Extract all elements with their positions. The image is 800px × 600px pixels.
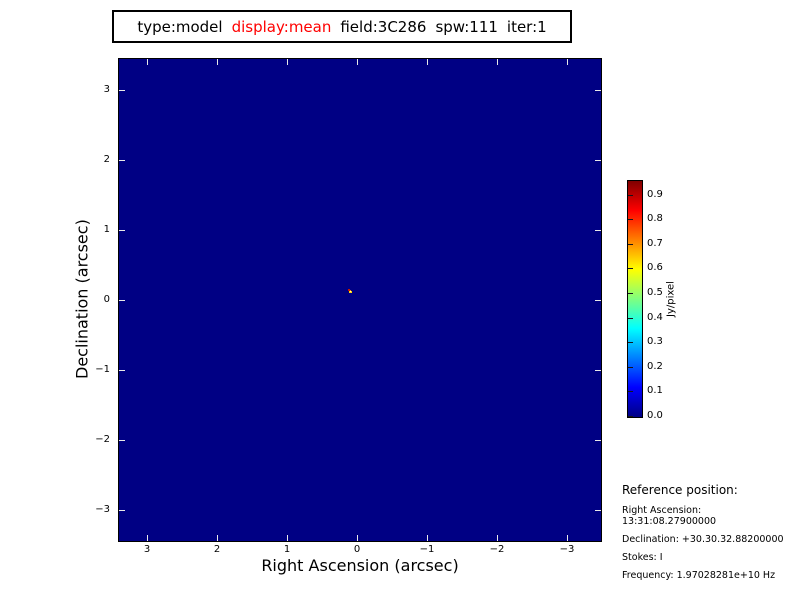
reference-line-stokes: Stokes: I xyxy=(622,552,663,563)
colorbar-tick-mark xyxy=(628,243,633,245)
y-tick-mark-right xyxy=(595,370,601,371)
colorbar-tick-label: 0.6 xyxy=(647,262,663,274)
colorbar-tick-label: 0.5 xyxy=(647,287,663,298)
y-tick-label: −2 xyxy=(95,434,110,445)
y-tick-label: 0 xyxy=(103,294,110,305)
y-tick-mark-left xyxy=(119,440,125,441)
x-tick-mark-top xyxy=(357,59,358,65)
x-tick-mark-bottom xyxy=(427,535,428,541)
y-tick-mark-left xyxy=(119,300,125,301)
x-tick-label: −3 xyxy=(559,544,575,555)
title-part-3: spw:111 xyxy=(435,17,498,36)
y-tick-mark-left xyxy=(119,370,125,371)
plot-title-box: type:model display:mean field:3C286 spw:111… xyxy=(112,10,572,43)
title-part-4: iter:1 xyxy=(506,17,547,36)
x-tick-mark-bottom xyxy=(497,535,498,541)
x-tick-label: 1 xyxy=(283,544,291,555)
colorbar-unit-label: Jy/pixel xyxy=(665,281,677,317)
y-tick-mark-right xyxy=(595,230,601,231)
colorbar xyxy=(627,180,643,418)
x-tick-label: 3 xyxy=(143,544,151,555)
colorbar-tick-label: 0.0 xyxy=(647,410,663,421)
y-tick-mark-right xyxy=(595,160,601,161)
y-tick-label: −1 xyxy=(95,364,110,375)
y-tick-mark-left xyxy=(119,90,125,91)
x-tick-mark-bottom xyxy=(217,535,218,541)
x-tick-label: 2 xyxy=(213,544,221,555)
colorbar-tick-label: 0.1 xyxy=(647,385,663,397)
colorbar-tick-mark xyxy=(628,317,633,319)
colorbar-tick-label: 0.4 xyxy=(647,311,663,323)
colorbar-tick-label: 0.9 xyxy=(647,188,663,200)
x-axis-label: Right Ascension (arcsec) xyxy=(261,556,459,575)
title-part-1: display:mean xyxy=(231,17,332,36)
y-tick-mark-right xyxy=(595,510,601,511)
colorbar-tick-label: 0.7 xyxy=(647,237,663,249)
title-part-0: type:model xyxy=(137,17,223,36)
colorbar-tick-label: 0.3 xyxy=(647,336,663,348)
y-tick-mark-right xyxy=(595,90,601,91)
colorbar-tick-mark xyxy=(628,268,633,270)
y-tick-mark-left xyxy=(119,230,125,231)
x-tick-mark-bottom xyxy=(287,535,288,541)
source-pixel-0 xyxy=(348,289,350,291)
x-tick-mark-top xyxy=(427,59,428,65)
x-tick-label: 0 xyxy=(353,544,361,555)
colorbar-tick-mark xyxy=(628,219,633,221)
x-tick-mark-top xyxy=(567,59,568,65)
x-tick-mark-top xyxy=(287,59,288,65)
reference-position-block: Reference position: Right Ascension: 13:… xyxy=(622,483,798,588)
y-tick-label: −3 xyxy=(95,504,110,515)
x-tick-label: −1 xyxy=(419,544,435,555)
colorbar-tick-mark xyxy=(628,293,633,294)
source-pixel-3 xyxy=(350,291,351,292)
colorbar-tick-label: 0.2 xyxy=(647,360,663,372)
point-source-3c286 xyxy=(347,289,353,294)
y-tick-mark-right xyxy=(595,440,601,441)
reference-heading: Reference position: xyxy=(622,483,738,497)
image-plot-area xyxy=(118,58,602,542)
y-tick-mark-left xyxy=(119,160,125,161)
x-tick-label: −2 xyxy=(489,544,505,555)
x-tick-mark-bottom xyxy=(567,535,568,541)
colorbar-tick-mark xyxy=(628,416,633,417)
source-pixel-2 xyxy=(349,291,352,293)
reference-line-frequency: Frequency: 1.97028281e+10 Hz xyxy=(622,570,776,581)
x-tick-mark-bottom xyxy=(147,535,148,541)
y-tick-mark-left xyxy=(119,510,125,511)
y-tick-mark-right xyxy=(595,300,601,301)
reference-line-right-ascension: Right Ascension: 13:31:08.27900000 xyxy=(622,505,717,527)
colorbar-tick-mark xyxy=(628,366,633,368)
x-tick-mark-bottom xyxy=(357,535,358,541)
y-tick-label: 1 xyxy=(103,224,110,235)
colorbar-tick-mark xyxy=(628,194,633,196)
colorbar-tick-label: 0.8 xyxy=(647,213,663,225)
x-tick-mark-top xyxy=(217,59,218,65)
colorbar-tick-mark xyxy=(628,342,633,344)
y-tick-label: 2 xyxy=(103,154,110,165)
colorbar-tick-mark xyxy=(628,391,633,393)
x-tick-mark-top xyxy=(497,59,498,65)
y-tick-label: 3 xyxy=(103,84,110,95)
source-pixel-1 xyxy=(350,290,351,291)
title-part-2: field:3C286 xyxy=(340,17,427,36)
x-tick-mark-top xyxy=(147,59,148,65)
reference-line-declination: Declination: +30.30.32.88200000 xyxy=(622,534,784,545)
